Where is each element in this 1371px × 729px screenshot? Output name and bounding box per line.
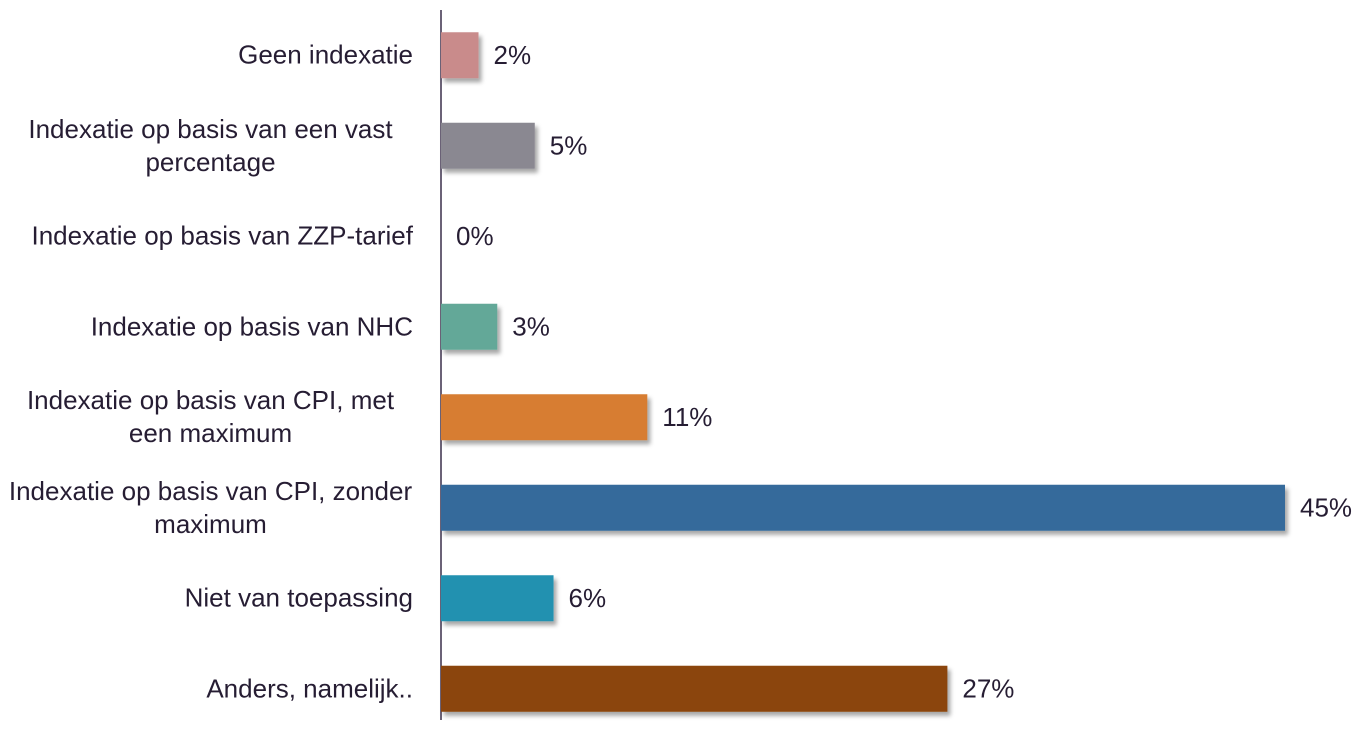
value-label: 27%	[962, 674, 1014, 704]
value-label: 3%	[512, 312, 550, 342]
category-label: Indexatie op basis van ZZP-tarief	[31, 220, 413, 251]
category-label: Indexatie op basis van NHC	[90, 311, 413, 342]
bar	[441, 575, 554, 622]
bar	[441, 122, 535, 169]
category-label: Niet van toepassing	[184, 582, 413, 613]
value-label: 0%	[456, 221, 494, 251]
bar	[441, 665, 948, 712]
bar	[441, 394, 648, 441]
value-label: 5%	[550, 131, 588, 161]
value-label: 11%	[662, 402, 712, 432]
category-label: Indexatie op basis van een vast percenta…	[28, 113, 393, 177]
category-label: Anders, namelijk..	[206, 673, 413, 704]
bar	[441, 32, 479, 79]
category-label: Geen indexatie	[238, 39, 413, 70]
category-label: Indexatie op basis van CPI, zonder maxim…	[8, 475, 413, 539]
bar	[441, 303, 498, 350]
value-label: 6%	[569, 583, 607, 613]
bar	[441, 484, 1285, 531]
value-label: 2%	[494, 40, 532, 70]
value-label: 45%	[1300, 493, 1352, 523]
category-label: Indexatie op basis van CPI, met een maxi…	[26, 385, 395, 449]
